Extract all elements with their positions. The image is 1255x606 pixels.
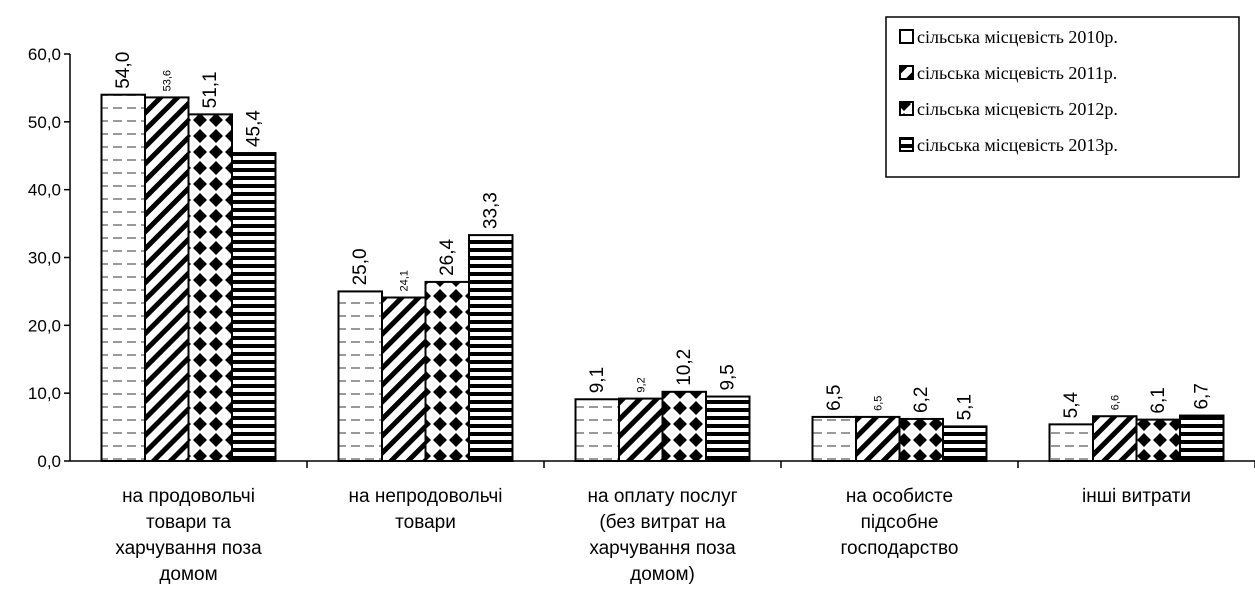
data-label: 45,4	[244, 110, 265, 147]
data-label: 51,1	[200, 71, 221, 108]
bar	[1048, 423, 1094, 462]
data-label: 5,4	[1061, 392, 1082, 419]
data-label: 6,6	[1110, 395, 1122, 410]
bar	[100, 93, 146, 462]
bar	[855, 415, 901, 462]
y-tick-label: 10,0	[28, 384, 61, 403]
bar	[574, 398, 620, 462]
y-tick-label: 60,0	[28, 45, 61, 64]
data-label: 6,1	[1148, 387, 1169, 413]
bar	[337, 290, 383, 462]
bar	[381, 296, 427, 462]
x-category-label: на продовольчі товари та харчування поза до…	[115, 486, 262, 585]
legend-swatch	[899, 137, 914, 152]
data-label: 6,7	[1192, 383, 1213, 409]
legend-label: сільська місцевість 2010р.	[917, 27, 1118, 47]
x-category-label: на особисте підсобне господарство	[841, 486, 959, 559]
data-label: 24,1	[399, 270, 411, 291]
axes: 0,0 10,0 20,0 30,0 40,0 50,0 60,0 на продовольч…	[28, 45, 1255, 585]
bar	[468, 234, 514, 462]
data-label: 10,2	[674, 349, 695, 386]
x-category-label: інші витрати	[1082, 486, 1191, 507]
data-label: 26,4	[437, 239, 458, 276]
y-tick-label: 20,0	[28, 316, 61, 335]
bar	[705, 395, 751, 462]
data-label: 6,2	[911, 387, 932, 413]
legend-swatch	[899, 29, 914, 44]
bar	[1179, 414, 1225, 462]
bar	[661, 390, 707, 462]
y-tick-label: 40,0	[28, 181, 61, 200]
data-label: 9,2	[636, 377, 648, 392]
bar	[1092, 415, 1138, 463]
y-tick-label: 30,0	[28, 249, 61, 268]
legend-swatch	[899, 65, 914, 80]
bar	[1135, 418, 1181, 463]
data-label: 25,0	[350, 248, 371, 285]
y-tick-label: 50,0	[28, 113, 61, 132]
bar	[144, 96, 190, 462]
bar	[187, 113, 233, 462]
bar	[424, 280, 470, 463]
bar	[618, 397, 664, 462]
data-label: 9,5	[718, 364, 739, 390]
data-label: 6,5	[873, 396, 885, 411]
data-labels-group: 54,0 25,0 9,1 6,5 5,4 53,6 24,1 9,2 6,5 6,6 51,1 26…	[113, 52, 1213, 421]
data-label: 54,0	[113, 52, 134, 89]
legend-label: сільська місцевість 2012р.	[917, 99, 1118, 119]
data-label: 6,5	[824, 384, 845, 410]
bar	[231, 152, 277, 463]
legend-label: сільська місцевість 2013р.	[917, 135, 1118, 155]
data-label: 5,1	[955, 394, 976, 420]
bars-group	[100, 93, 1225, 463]
data-label: 53,6	[162, 70, 174, 91]
data-label: 9,1	[587, 367, 608, 393]
y-tick-label: 0,0	[37, 452, 61, 471]
bar	[942, 425, 988, 462]
x-category-label: на оплату послуг (без витрат на харчування…	[588, 486, 738, 585]
data-label: 33,3	[481, 192, 502, 229]
legend-label: сільська місцевість 2011р.	[917, 63, 1117, 83]
bar	[898, 417, 944, 462]
legend-box	[885, 16, 1240, 178]
legend: сільська місцевість 2010р. сільська місце…	[885, 16, 1240, 178]
bar	[811, 415, 857, 462]
x-category-label: на непродовольчі товари	[349, 486, 503, 533]
legend-swatch	[899, 101, 914, 116]
